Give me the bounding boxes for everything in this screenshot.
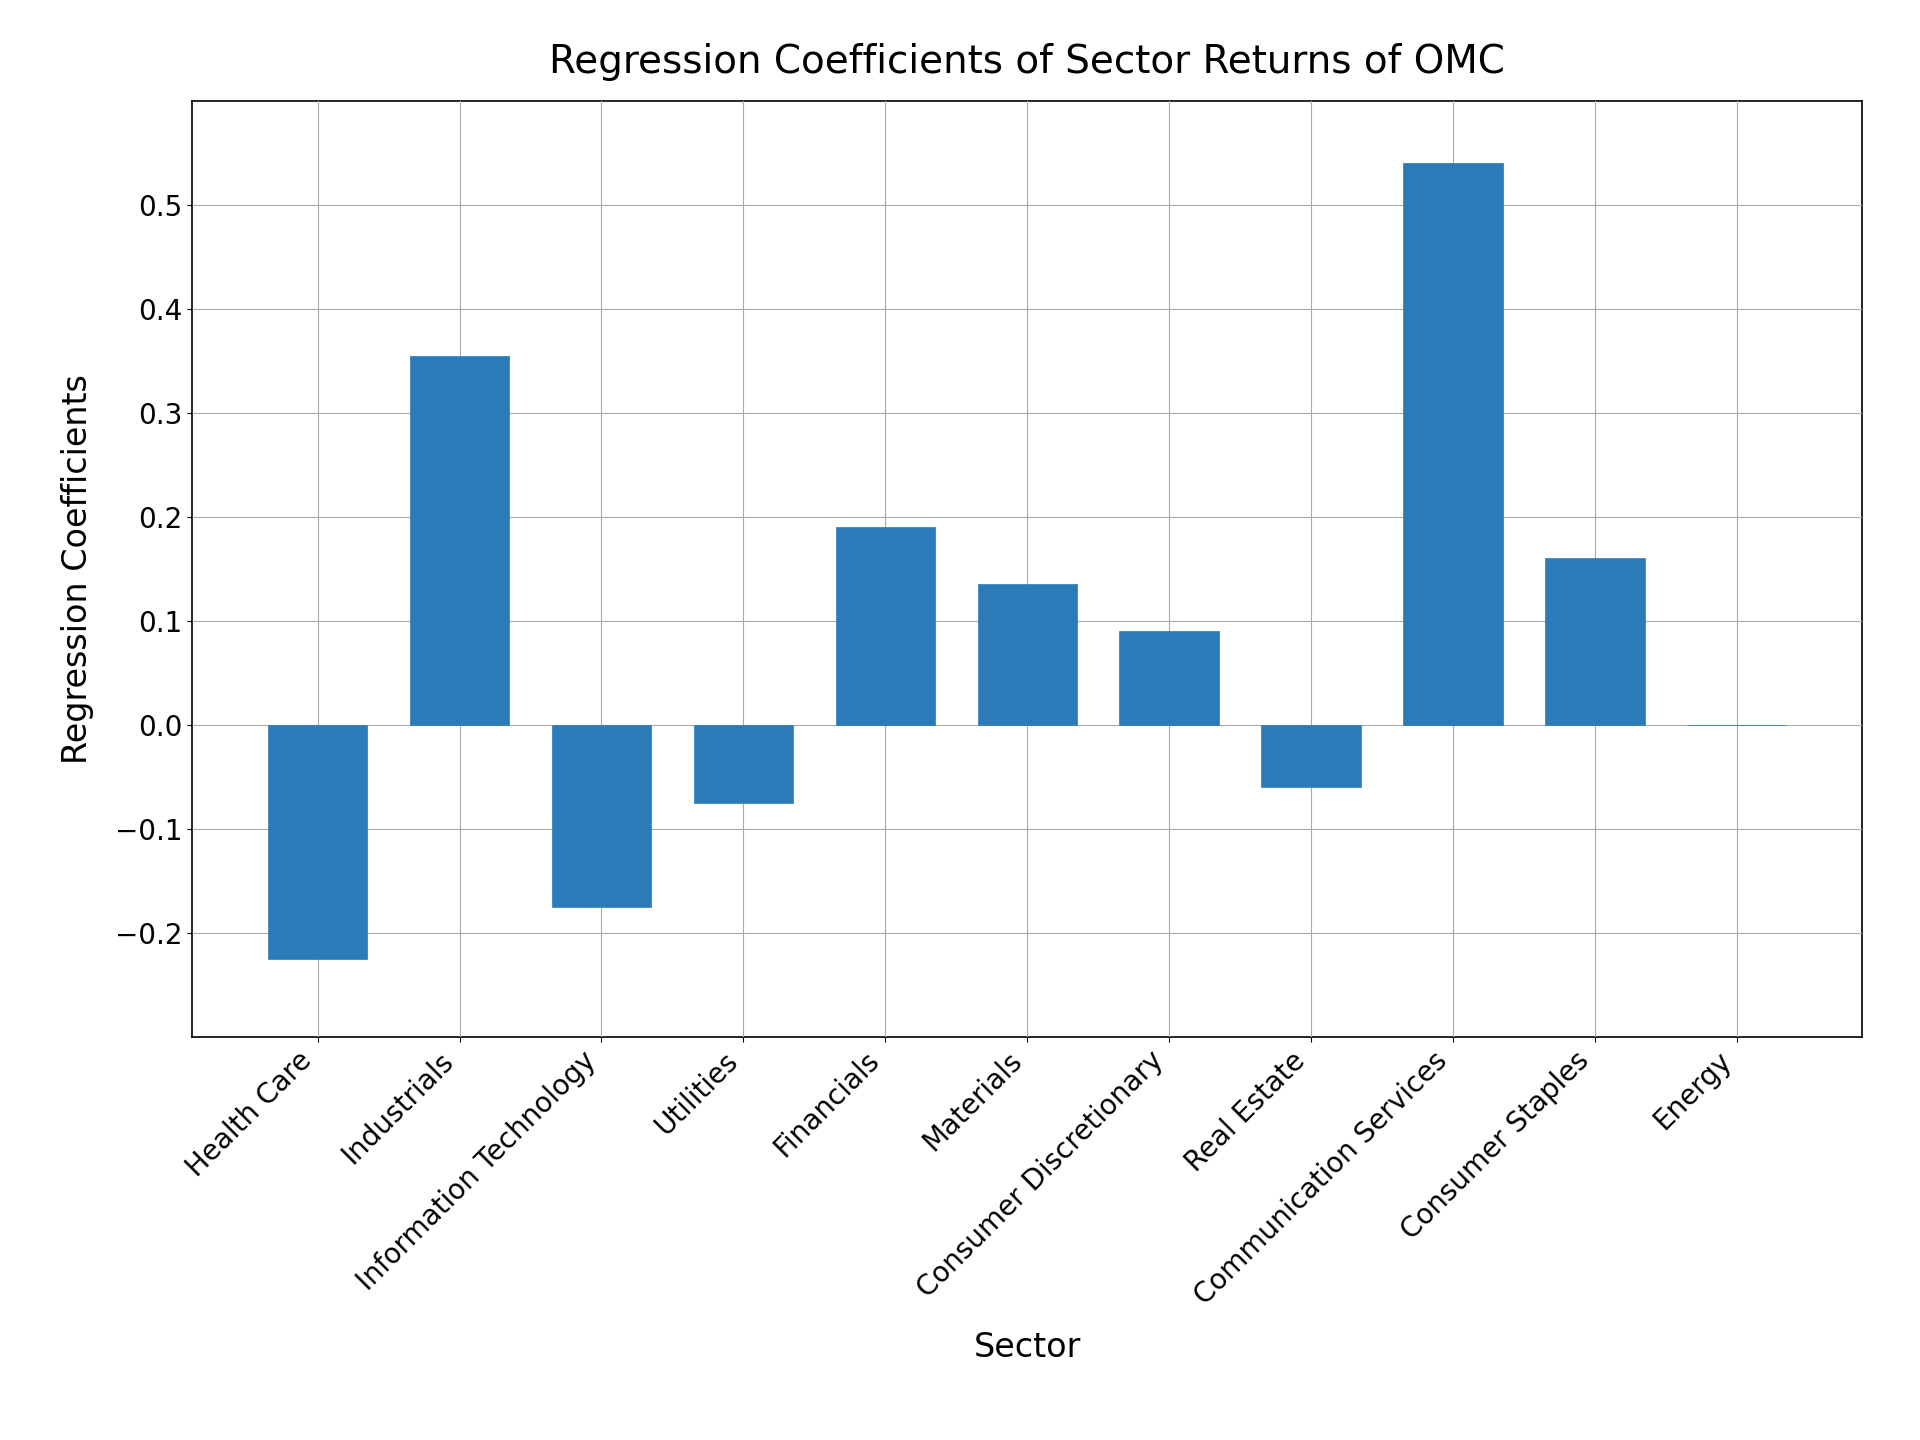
Bar (693, 724, 793, 802)
Bar (1119, 631, 1219, 724)
Bar (1261, 724, 1361, 788)
Bar (1546, 559, 1645, 724)
Bar (835, 527, 935, 724)
Bar (269, 724, 367, 959)
X-axis label: Sector: Sector (973, 1331, 1081, 1364)
Y-axis label: Regression Coefficients: Regression Coefficients (61, 374, 94, 763)
Bar (409, 356, 509, 724)
Bar (551, 724, 651, 907)
Bar (977, 585, 1077, 724)
Title: Regression Coefficients of Sector Returns of OMC: Regression Coefficients of Sector Return… (549, 43, 1505, 81)
Bar (1404, 163, 1503, 724)
